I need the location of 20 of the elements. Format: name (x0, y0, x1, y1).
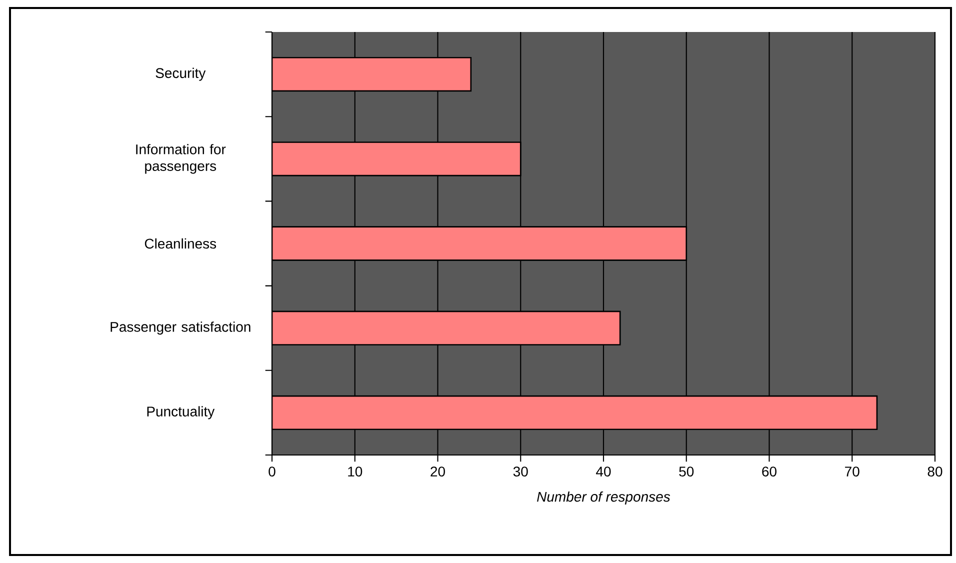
x-tick-label: 10 (348, 466, 362, 477)
x-tick-label: 80 (928, 466, 942, 477)
bar (272, 56, 472, 92)
y-tick-label: Punctuality (147, 406, 215, 420)
x-tick-label: 70 (845, 466, 860, 477)
x-tick-label: 0 (268, 466, 276, 477)
bar (272, 310, 621, 346)
x-tick-label: 60 (762, 466, 776, 477)
x-tick-label: 50 (679, 466, 694, 477)
y-tick-label: Security (156, 68, 206, 81)
bar (272, 142, 522, 176)
x-tick-label: 30 (513, 466, 528, 477)
y-tick-label: Passenger satisfaction (110, 322, 250, 335)
bar (272, 395, 878, 430)
bar (272, 226, 688, 261)
y-tick-label: Cleanliness (144, 238, 216, 249)
x-axis-title: Number of responses (537, 491, 670, 504)
x-tick-label: 40 (596, 466, 611, 477)
y-tick-label: Information for passengers (136, 144, 226, 174)
x-tick-label: 20 (430, 466, 445, 477)
